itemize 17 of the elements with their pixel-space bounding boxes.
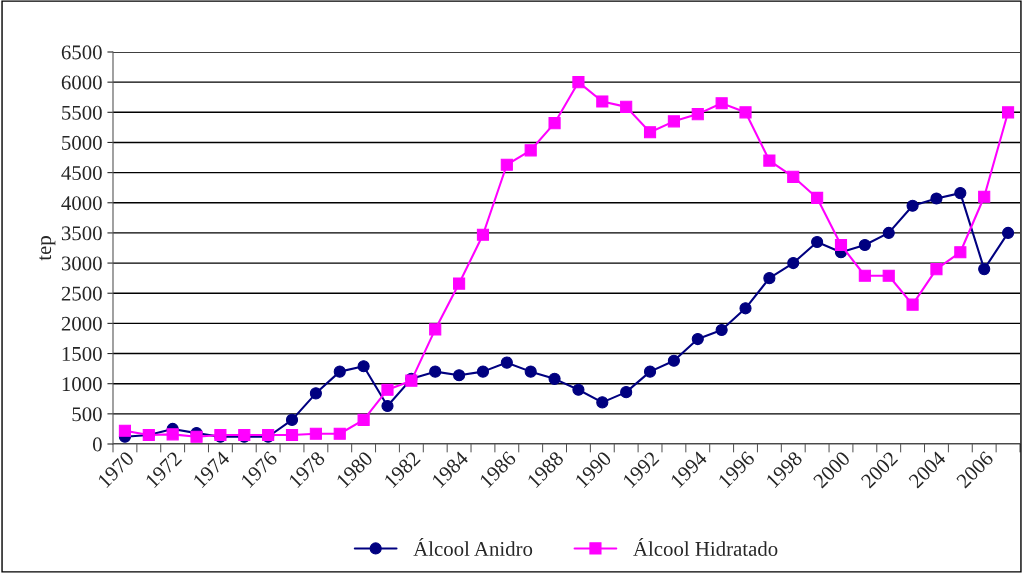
y-tick-label: 5000 (62, 135, 102, 150)
y-tick-label: 6000 (61, 75, 102, 90)
y-tick-label: 2500 (61, 286, 102, 301)
y-tick-label: 4000 (61, 196, 102, 211)
legend-label: Álcool Anidro (413, 537, 533, 556)
y-tick-label: 2000 (61, 316, 102, 331)
y-tick-label: 500 (72, 407, 102, 422)
y-tick-label: 6500 (61, 45, 102, 60)
y-tick-label: 1500 (62, 346, 102, 361)
y-tick-label: 3500 (61, 226, 102, 241)
legend-label: Álcool Hidratado (633, 537, 778, 556)
y-tick-label: 5500 (62, 105, 102, 120)
y-tick-label: 1000 (62, 377, 102, 392)
y-axis-title: tep (39, 236, 56, 261)
y-tick-label: 0 (92, 437, 102, 452)
y-tick-label: 4500 (61, 165, 102, 181)
y-tick-label: 3000 (61, 256, 102, 271)
